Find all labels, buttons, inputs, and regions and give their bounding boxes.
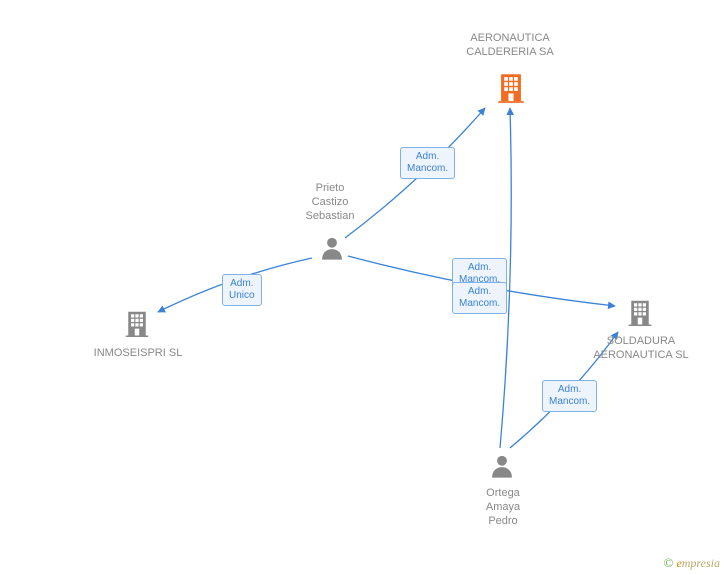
- company-node[interactable]: [494, 70, 528, 109]
- edge-layer: [0, 0, 728, 575]
- node-label: Ortega Amaya Pedro: [468, 487, 538, 528]
- node-label: INMOSEISPRI SL: [78, 347, 198, 361]
- company-node[interactable]: [122, 308, 152, 343]
- company-node[interactable]: [625, 297, 655, 332]
- node-label: Prieto Castizo Sebastian: [290, 182, 370, 223]
- edge-label: Adm. Mancom.: [400, 147, 455, 179]
- node-label: SOLDADURA AERONAUTICA SL: [583, 335, 699, 363]
- watermark: ©empresia: [664, 555, 720, 571]
- building-icon: [122, 308, 152, 338]
- building-icon: [494, 70, 528, 104]
- edge-label: Adm. Unico: [222, 274, 262, 306]
- brand-rest: mpresia: [682, 556, 720, 570]
- edge-label: Adm. Mancom.: [542, 380, 597, 412]
- person-icon: [318, 234, 346, 262]
- edge-label: Adm. Mancom.: [452, 282, 507, 314]
- person-icon: [488, 452, 516, 480]
- copyright-symbol: ©: [664, 555, 674, 570]
- person-node[interactable]: [318, 234, 346, 267]
- node-label: AERONAUTICA CALDERERIA SA: [460, 32, 560, 60]
- person-node[interactable]: [488, 452, 516, 485]
- building-icon: [625, 297, 655, 327]
